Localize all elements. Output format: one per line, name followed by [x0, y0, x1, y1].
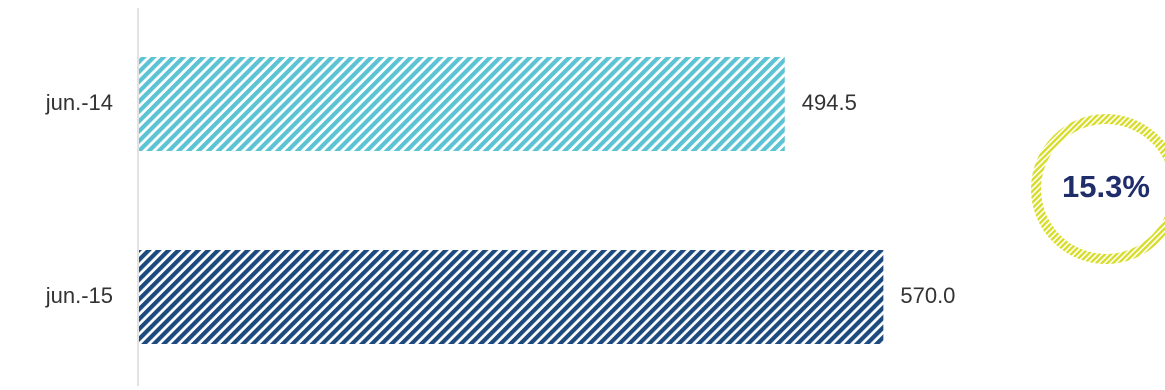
value-label: 494.5 [802, 90, 857, 115]
change-percent-label: 15.3% [1062, 169, 1150, 204]
category-label: jun.-15 [45, 283, 113, 308]
value-label: 570.0 [900, 283, 955, 308]
change-badge: 15.3% [1031, 114, 1165, 264]
bars-layer [139, 57, 884, 344]
badge-ring [1031, 114, 1165, 264]
bar-jun-14 [139, 57, 785, 151]
category-label: jun.-14 [45, 90, 113, 115]
bar-jun-15 [139, 250, 884, 344]
labels-layer: jun.-14 494.5 jun.-15 570.0 [45, 90, 956, 308]
